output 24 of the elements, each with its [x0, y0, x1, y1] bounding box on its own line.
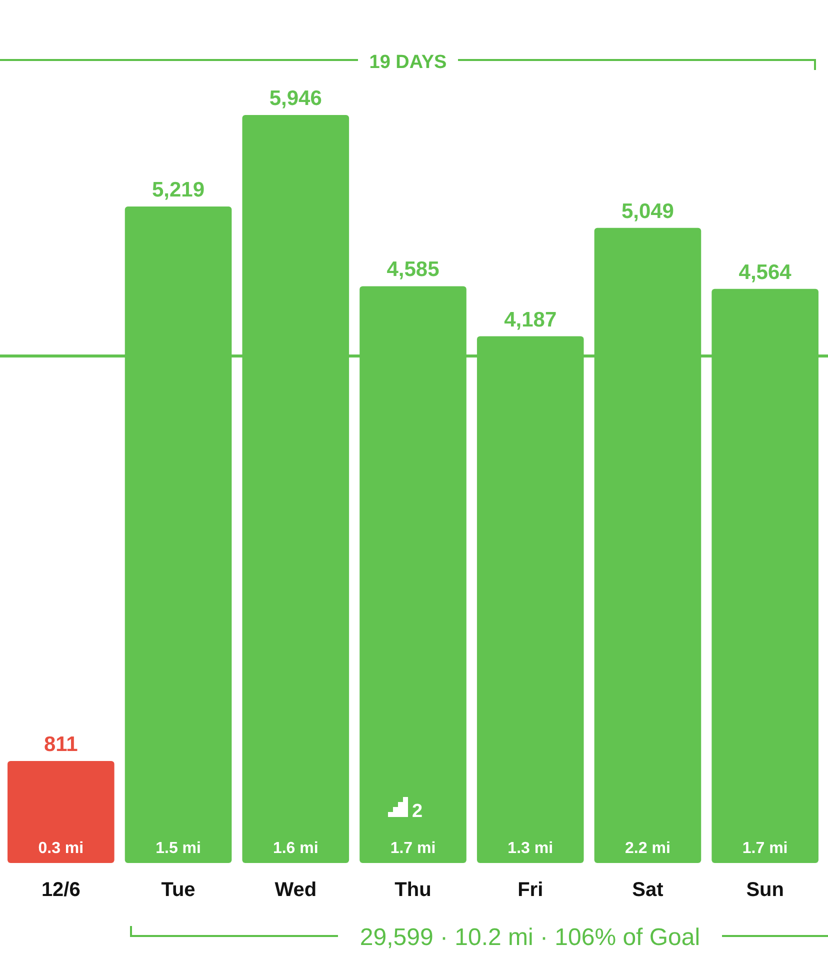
x-tick-label: Fri	[518, 879, 544, 901]
annotation: 1.5 mi	[156, 840, 201, 857]
data-label: 811	[44, 732, 78, 756]
x-tick-label: Thu	[394, 879, 432, 901]
x-tick-label: Sat	[632, 879, 664, 901]
data-label: 5,219	[152, 178, 205, 202]
data-label: 4,585	[386, 258, 440, 282]
annotation: 2.2 mi	[625, 840, 670, 857]
text: 29,599 · 10.2 mi · 106% of Goal	[360, 924, 700, 951]
data-label: 5,049	[621, 200, 674, 223]
data-label: 4,564	[738, 260, 792, 284]
x-tick-label: Tue	[161, 879, 196, 901]
x-tick-label: Wed	[274, 879, 317, 901]
annotation: 0.3 mi	[38, 840, 84, 857]
data-label: 5,946	[269, 87, 322, 110]
x-tick-label: Sun	[746, 879, 784, 901]
annotation: 1.7 mi	[742, 840, 788, 857]
x-tick-label: 12/6	[41, 879, 80, 901]
annotation: 1.3 mi	[508, 840, 554, 857]
annotation: 1.6 mi	[272, 840, 318, 857]
annotation: 2	[412, 801, 423, 822]
text: 19 DAYS	[369, 52, 447, 73]
data-label: 4,187	[504, 308, 557, 332]
annotation: 1.7 mi	[390, 840, 436, 857]
